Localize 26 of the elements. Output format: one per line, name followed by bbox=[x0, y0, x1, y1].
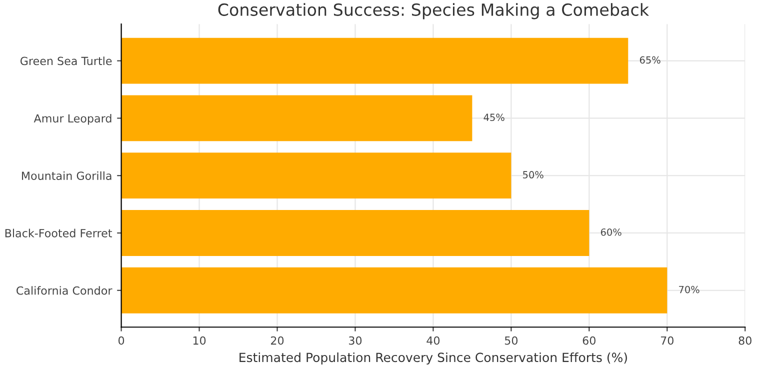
x-tick-label: 0 bbox=[118, 336, 124, 345]
x-tick-label: 30 bbox=[348, 336, 362, 345]
x-axis-title: Estimated Population Recovery Since Conservation Efforts (%) bbox=[240, 352, 627, 365]
x-tick-label: 50 bbox=[504, 336, 518, 345]
bar bbox=[121, 267, 668, 314]
data-label: 65% bbox=[640, 56, 660, 64]
y-tick-label: Amur Leopard bbox=[34, 114, 112, 125]
y-tick-label: Black-Footed Ferret bbox=[5, 228, 112, 238]
x-tick-label: 40 bbox=[426, 336, 440, 345]
bar bbox=[121, 152, 512, 199]
bar bbox=[121, 38, 628, 84]
x-tick-label: 60 bbox=[582, 336, 596, 345]
x-tick-label: 10 bbox=[193, 336, 206, 345]
y-tick-label: Mountain Gorilla bbox=[22, 171, 112, 180]
x-tick-label: 20 bbox=[270, 336, 284, 345]
x-tick-label: 70 bbox=[660, 336, 674, 345]
x-tick-label: 80 bbox=[738, 336, 752, 345]
bar bbox=[121, 210, 590, 256]
bar bbox=[121, 95, 472, 142]
chart-title: Conservation Success: Species Making a Comeback bbox=[218, 3, 649, 20]
data-label: 45% bbox=[484, 114, 504, 122]
data-label: 50% bbox=[523, 171, 544, 178]
data-label: 70% bbox=[679, 286, 700, 294]
y-tick-label: Green Sea Turtle bbox=[20, 56, 112, 66]
data-label: 60% bbox=[600, 228, 622, 236]
y-tick-label: California Condor bbox=[16, 286, 112, 295]
